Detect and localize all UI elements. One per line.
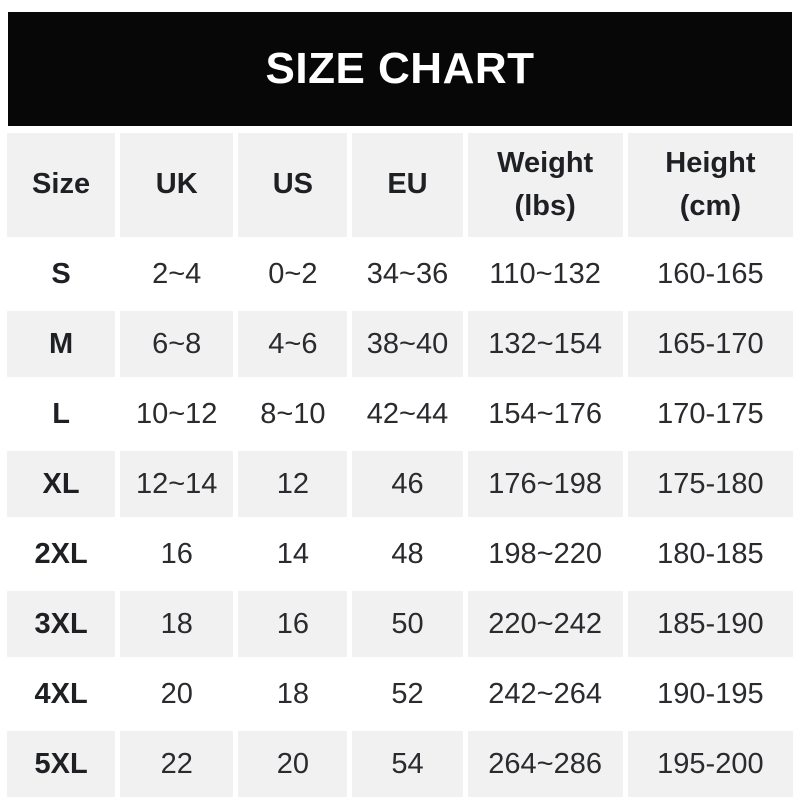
table-row-m: M 6~8 4~6 38~40 132~154 165-170 xyxy=(7,311,793,377)
value-cell: 10~12 xyxy=(120,381,234,447)
value-cell: 180-185 xyxy=(627,521,793,587)
value-cell: 54 xyxy=(352,731,463,797)
value-cell: 185-190 xyxy=(627,591,793,657)
value-cell: 50 xyxy=(352,591,463,657)
column-header-height-cm: Height (cm) xyxy=(627,133,793,237)
value-cell: 12~14 xyxy=(120,451,234,517)
size-label-cell: M xyxy=(7,311,116,377)
table-body: S 2~4 0~2 34~36 110~132 160-165 M 6~8 4~6 38~40 13… xyxy=(7,241,793,797)
value-cell: 14 xyxy=(238,521,348,587)
table-row-2xl: 2XL 16 14 48 198~220 180-185 xyxy=(7,521,793,587)
value-cell: 16 xyxy=(238,591,348,657)
value-cell: 110~132 xyxy=(467,241,623,307)
table-row-3xl: 3XL 18 16 50 220~242 185-190 xyxy=(7,591,793,657)
value-cell: 22 xyxy=(120,731,234,797)
value-cell: 18 xyxy=(238,661,348,727)
column-header-size: Size xyxy=(7,133,116,237)
banner: SIZE CHART xyxy=(8,12,792,126)
value-cell: 132~154 xyxy=(467,311,623,377)
value-cell: 195-200 xyxy=(627,731,793,797)
value-cell: 176~198 xyxy=(467,451,623,517)
value-cell: 38~40 xyxy=(352,311,463,377)
value-cell: 52 xyxy=(352,661,463,727)
table-row-l: L 10~12 8~10 42~44 154~176 170-175 xyxy=(7,381,793,447)
table-row-xl: XL 12~14 12 46 176~198 175-180 xyxy=(7,451,793,517)
value-cell: 42~44 xyxy=(352,381,463,447)
size-label-cell: XL xyxy=(7,451,116,517)
table-row-s: S 2~4 0~2 34~36 110~132 160-165 xyxy=(7,241,793,307)
value-cell: 190-195 xyxy=(627,661,793,727)
column-header-uk: UK xyxy=(120,133,234,237)
value-cell: 0~2 xyxy=(238,241,348,307)
column-header-eu: EU xyxy=(352,133,463,237)
value-cell: 170-175 xyxy=(627,381,793,447)
value-cell: 16 xyxy=(120,521,234,587)
table-row-4xl: 4XL 20 18 52 242~264 190-195 xyxy=(7,661,793,727)
value-cell: 220~242 xyxy=(467,591,623,657)
value-cell: 34~36 xyxy=(352,241,463,307)
value-cell: 20 xyxy=(120,661,234,727)
value-cell: 20 xyxy=(238,731,348,797)
value-cell: 242~264 xyxy=(467,661,623,727)
value-cell: 2~4 xyxy=(120,241,234,307)
value-cell: 165-170 xyxy=(627,311,793,377)
value-cell: 6~8 xyxy=(120,311,234,377)
value-cell: 198~220 xyxy=(467,521,623,587)
table-header: Size UK US EU Weight (lbs) Height (cm) xyxy=(7,133,793,237)
value-cell: 46 xyxy=(352,451,463,517)
table-row-5xl: 5XL 22 20 54 264~286 195-200 xyxy=(7,731,793,797)
size-label-cell: 5XL xyxy=(7,731,116,797)
value-cell: 264~286 xyxy=(467,731,623,797)
value-cell: 48 xyxy=(352,521,463,587)
size-label-cell: S xyxy=(7,241,116,307)
column-header-us: US xyxy=(238,133,348,237)
value-cell: 175-180 xyxy=(627,451,793,517)
size-label-cell: L xyxy=(7,381,116,447)
size-label-cell: 2XL xyxy=(7,521,116,587)
value-cell: 154~176 xyxy=(467,381,623,447)
value-cell: 8~10 xyxy=(238,381,348,447)
page-title: SIZE CHART xyxy=(265,44,535,93)
size-label-cell: 3XL xyxy=(7,591,116,657)
value-cell: 18 xyxy=(120,591,234,657)
value-cell: 12 xyxy=(238,451,348,517)
column-header-weight-lbs: Weight (lbs) xyxy=(467,133,623,237)
value-cell: 160-165 xyxy=(627,241,793,307)
size-table: Size UK US EU Weight (lbs) Height (cm) S 2~4 0~… xyxy=(2,129,798,800)
value-cell: 4~6 xyxy=(238,311,348,377)
header-row: Size UK US EU Weight (lbs) Height (cm) xyxy=(7,133,793,237)
size-label-cell: 4XL xyxy=(7,661,116,727)
